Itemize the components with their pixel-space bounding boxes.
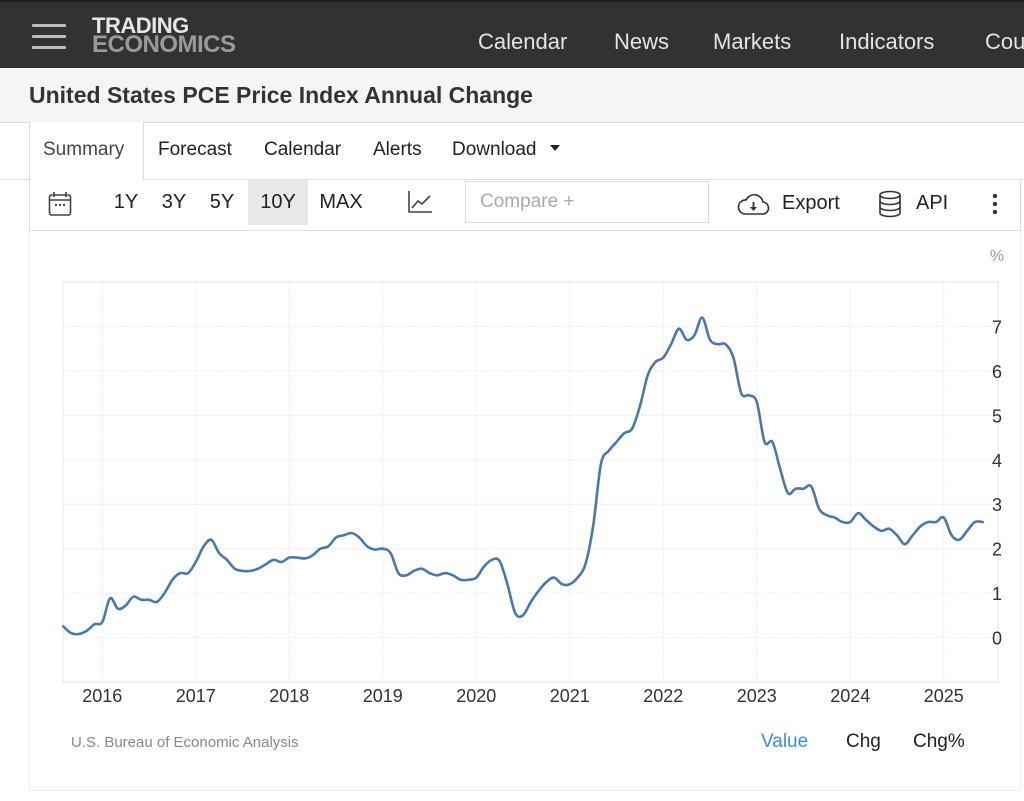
range-max[interactable]: MAX [319, 191, 363, 213]
chart-container [29, 231, 1021, 791]
toggle-chg-percent[interactable]: Chg% [913, 731, 965, 752]
database-icon[interactable] [878, 190, 902, 218]
tab-calendar[interactable]: Calendar [264, 139, 342, 160]
more-options-icon[interactable] [990, 193, 1000, 215]
nav-calendar[interactable]: Calendar [478, 29, 568, 54]
source-label: U.S. Bureau of Economic Analysis [71, 734, 299, 751]
tab-download[interactable]: Download [452, 139, 560, 161]
calendar-icon[interactable] [48, 191, 72, 217]
api-button[interactable]: API [916, 192, 949, 214]
range-10y[interactable]: 10Y [248, 179, 308, 225]
nav-indicators[interactable]: Indicators [839, 29, 935, 54]
active-tab-box [29, 122, 144, 180]
tab-summary[interactable]: Summary [43, 139, 125, 160]
toggle-chg[interactable]: Chg [846, 731, 881, 752]
logo-line1: TRADING [92, 13, 189, 38]
page-title: United States PCE Price Index Annual Cha… [29, 82, 533, 108]
trading-economics-logo[interactable]: TRADING ECONOMICS [92, 13, 236, 58]
download-label: Download [452, 139, 537, 160]
logo-line2: ECONOMICS [92, 31, 236, 58]
hamburger-menu-icon[interactable] [32, 24, 66, 50]
cloud-download-icon[interactable] [736, 192, 770, 216]
tab-forecast[interactable]: Forecast [158, 139, 232, 160]
tab-alerts[interactable]: Alerts [373, 139, 422, 160]
chart-toolbar: 1Y 3Y 5Y 10Y MAX Compare + Export API [29, 179, 1021, 231]
title-bar: United States PCE Price Index Annual Cha… [0, 68, 1024, 123]
tab-bar: Summary Forecast Calendar Alerts Downloa… [0, 122, 1024, 180]
top-nav-bar: TRADING ECONOMICS Calendar News Markets … [0, 0, 1024, 68]
export-button[interactable]: Export [782, 192, 840, 214]
caret-down-icon [549, 145, 560, 151]
compare-input[interactable]: Compare + [465, 181, 709, 223]
nav-news[interactable]: News [614, 29, 670, 54]
range-1y[interactable]: 1Y [113, 191, 139, 213]
nav-countries[interactable]: Cou [985, 29, 1024, 54]
range-5y[interactable]: 5Y [209, 191, 235, 213]
range-3y[interactable]: 3Y [161, 191, 187, 213]
nav-markets[interactable]: Markets [713, 29, 792, 54]
toggle-value[interactable]: Value [761, 731, 809, 752]
chart-type-icon[interactable] [407, 190, 433, 214]
